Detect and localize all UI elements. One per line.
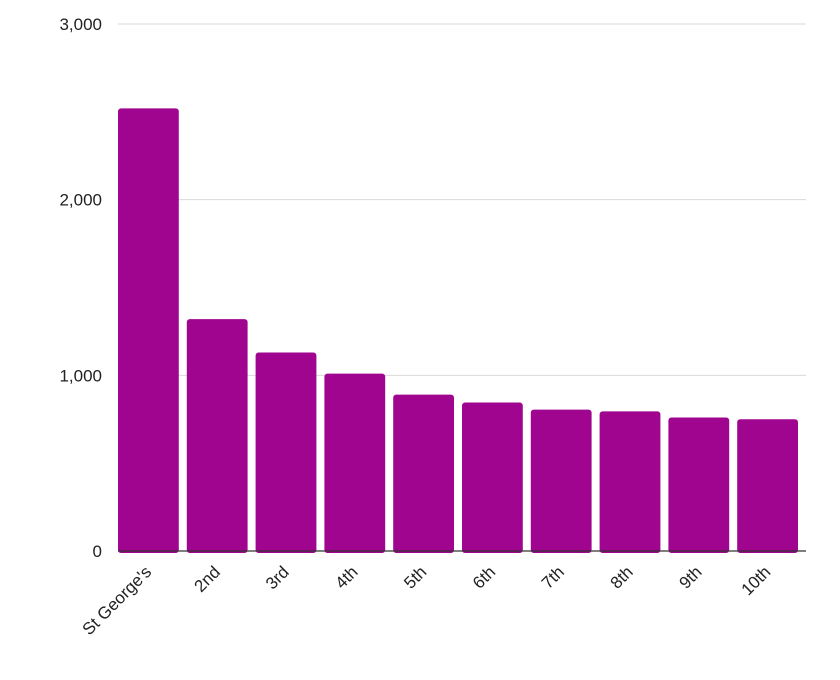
- bar: [530, 409, 592, 553]
- bar: [737, 419, 798, 553]
- bar: [393, 394, 454, 553]
- x-axis-ticks: St George's 2nd 3rd 4th 5th 6th 7th 8th 9th 10th: [79, 562, 775, 639]
- x-tick-label: 10th: [738, 562, 775, 599]
- y-tick-label: 1,000: [59, 366, 102, 385]
- bar: [186, 319, 248, 553]
- bar: [118, 108, 179, 553]
- y-tick-label: 3,000: [59, 15, 102, 34]
- y-tick-label: 0: [93, 542, 102, 561]
- y-tick-label: 2,000: [59, 191, 102, 210]
- x-tick-label: 2nd: [191, 562, 224, 595]
- y-axis-ticks: 0 1,000 2,000 3,000: [59, 15, 102, 561]
- bars: [118, 108, 798, 553]
- bar: [599, 411, 661, 553]
- bar: [668, 417, 730, 553]
- x-tick-label: 7th: [538, 562, 568, 592]
- x-tick-label: 4th: [331, 562, 361, 592]
- bar: [324, 373, 386, 553]
- x-tick-label: 3rd: [262, 562, 293, 593]
- x-tick-label: St George's: [79, 562, 156, 639]
- x-tick-label: 9th: [675, 562, 705, 592]
- x-tick-label: 8th: [607, 562, 637, 592]
- bar: [255, 352, 317, 553]
- x-tick-label: 6th: [469, 562, 499, 592]
- x-tick-label: 5th: [400, 562, 430, 592]
- bar: [462, 402, 523, 553]
